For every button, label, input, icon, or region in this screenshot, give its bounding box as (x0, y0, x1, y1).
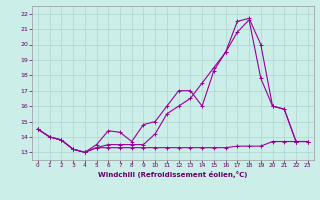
X-axis label: Windchill (Refroidissement éolien,°C): Windchill (Refroidissement éolien,°C) (98, 171, 247, 178)
